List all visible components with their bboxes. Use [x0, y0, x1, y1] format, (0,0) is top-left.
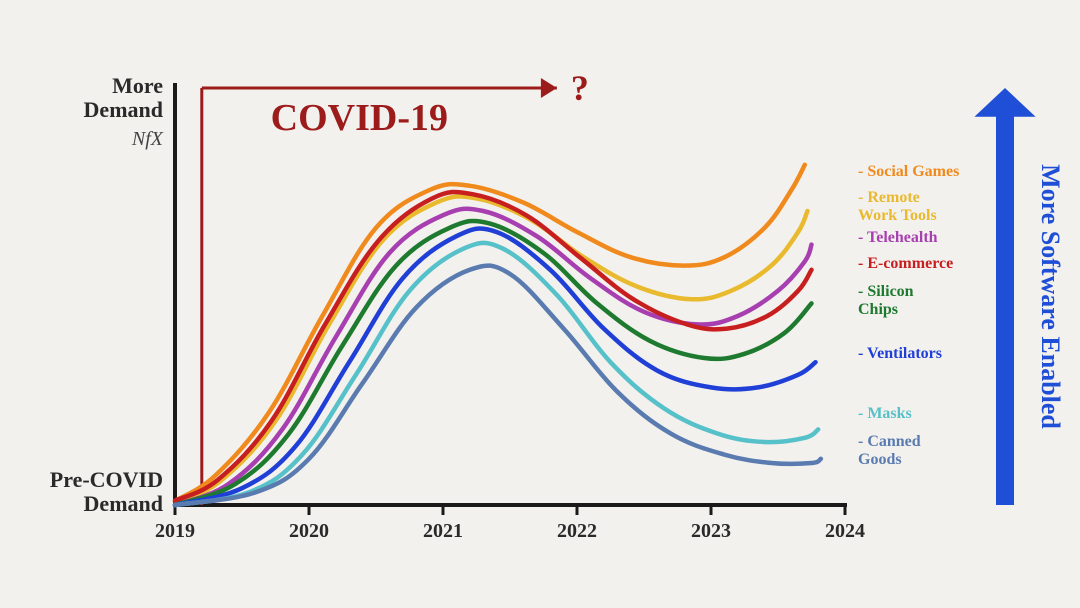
y-label-bottom: Pre-COVID	[50, 467, 163, 492]
series-label-silicon-chips: - Silicon	[858, 283, 914, 300]
series-label-remote-work-tools: - Remote	[858, 189, 920, 206]
series-label-remote-work-tools: Work Tools	[858, 207, 937, 224]
series-label-canned-goods: Goods	[858, 451, 902, 468]
series-label-ventilators: - Ventilators	[858, 345, 942, 362]
x-tick-label: 2022	[557, 520, 597, 542]
covid-question: ?	[571, 68, 589, 108]
side-indicator-label: More Software Enabled	[1036, 164, 1065, 429]
chart-stage: 201920202021202220232024MoreDemandNfXPre…	[0, 0, 1080, 608]
y-label-top: Demand	[84, 97, 163, 122]
series-label-e-commerce: - E-commerce	[858, 255, 953, 272]
x-tick-label: 2020	[289, 520, 329, 542]
series-label-social-games: - Social Games	[858, 163, 959, 180]
covid-title: COVID-19	[271, 97, 448, 139]
x-tick-label: 2023	[691, 520, 731, 542]
brand-logo: NfX	[131, 128, 164, 150]
x-tick-label: 2024	[825, 520, 865, 542]
side-arrow-shaft	[996, 113, 1014, 505]
x-tick-label: 2019	[155, 520, 195, 542]
series-label-telehealth: - Telehealth	[858, 229, 938, 246]
series-label-canned-goods: - Canned	[858, 433, 921, 450]
series-label-silicon-chips: Chips	[858, 301, 898, 318]
series-label-masks: - Masks	[858, 405, 912, 422]
x-tick-label: 2021	[423, 520, 463, 542]
y-label-top: More	[112, 73, 163, 98]
y-label-bottom: Demand	[84, 491, 163, 516]
